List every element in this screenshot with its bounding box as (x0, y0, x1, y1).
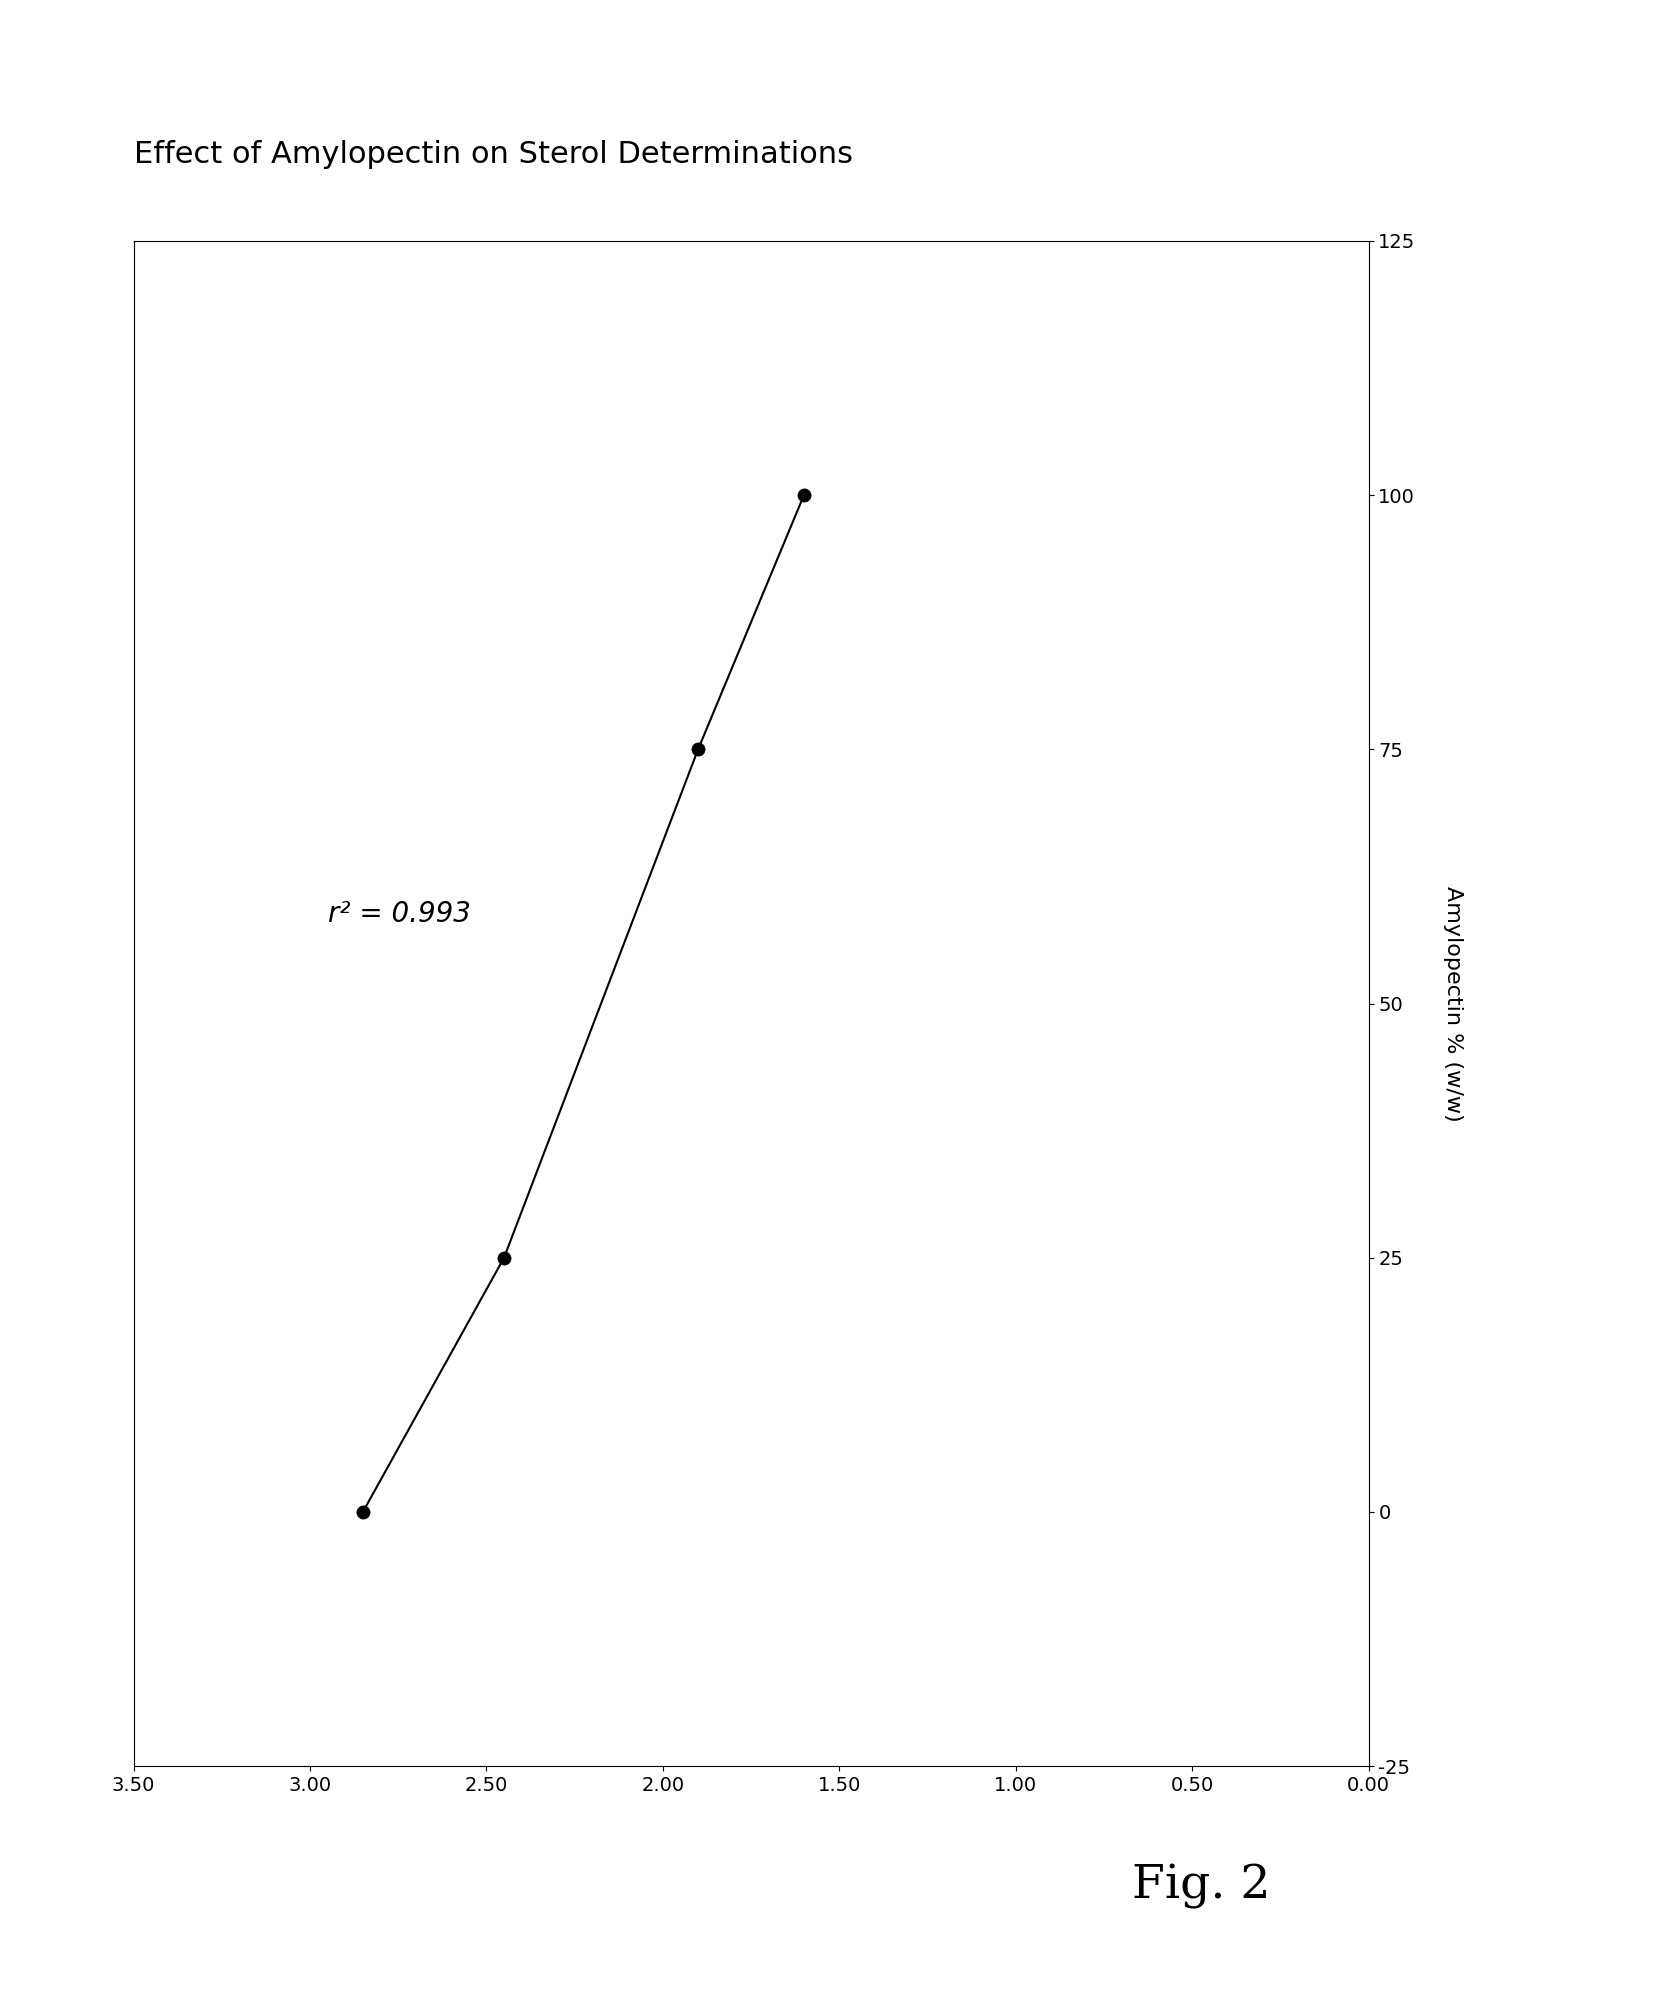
Point (684, 733, 711, 765)
Text: Effect of Amylopectin on Sterol Determinations: Effect of Amylopectin on Sterol Determin… (134, 140, 853, 169)
Y-axis label: Amylopectin % (w/w): Amylopectin % (w/w) (1444, 885, 1464, 1122)
Point (491, 1242, 517, 1274)
Text: r² = 0.993: r² = 0.993 (327, 901, 471, 927)
Point (791, 480, 818, 512)
Point (349, 1495, 376, 1527)
Text: Fig. 2: Fig. 2 (1133, 1865, 1270, 1909)
